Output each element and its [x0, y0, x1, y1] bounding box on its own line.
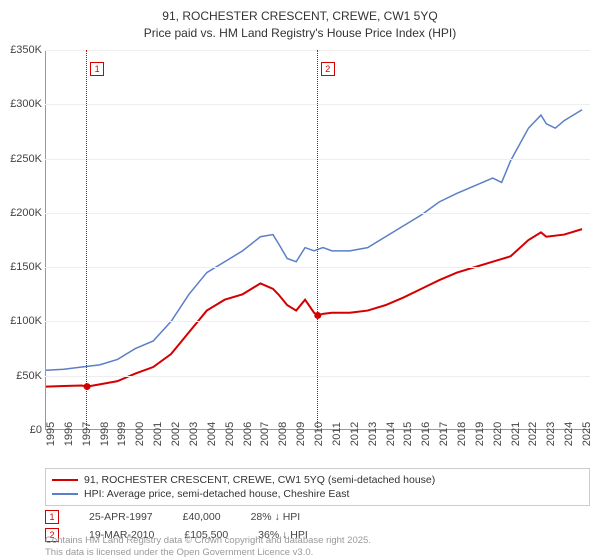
x-tick: 2011: [331, 422, 343, 446]
title-line-2: Price paid vs. HM Land Registry's House …: [0, 25, 600, 42]
legend-label-price: 91, ROCHESTER CRESCENT, CREWE, CW1 5YQ (…: [84, 474, 435, 486]
x-tick: 2024: [563, 422, 575, 446]
legend-swatch-hpi: [52, 493, 78, 495]
x-tick: 2006: [242, 422, 254, 446]
x-tick: 2000: [134, 422, 146, 446]
x-tick: 2017: [438, 422, 450, 446]
marker-vline: [86, 50, 87, 430]
marker-box: 1: [90, 62, 104, 76]
x-tick: 2008: [277, 422, 289, 446]
x-tick: 2012: [349, 422, 361, 446]
y-tick: £300K: [10, 98, 42, 110]
x-tick: 2021: [510, 422, 522, 446]
chart-area: £0£50K£100K£150K£200K£250K£300K£350K1995…: [45, 50, 590, 430]
legend-row-hpi: HPI: Average price, semi-detached house,…: [52, 487, 583, 501]
x-tick: 1995: [45, 422, 57, 446]
marker-dot: [84, 383, 91, 390]
legend: 91, ROCHESTER CRESCENT, CREWE, CW1 5YQ (…: [45, 468, 590, 506]
footnote: Contains HM Land Registry data © Crown c…: [45, 535, 371, 558]
marker-row-1: 1 25-APR-1997 £40,000 28% ↓ HPI: [45, 508, 308, 526]
x-tick: 2015: [402, 422, 414, 446]
x-tick: 2020: [492, 422, 504, 446]
y-tick: £50K: [16, 370, 42, 382]
y-tick: £250K: [10, 153, 42, 165]
y-tick: £100K: [10, 315, 42, 327]
x-tick: 2025: [581, 422, 593, 446]
x-tick: 2014: [385, 422, 397, 446]
footnote-line-2: This data is licensed under the Open Gov…: [45, 547, 371, 558]
x-tick: 2023: [545, 422, 557, 446]
y-tick: £200K: [10, 207, 42, 219]
x-tick: 2007: [259, 422, 271, 446]
chart-title: 91, ROCHESTER CRESCENT, CREWE, CW1 5YQ P…: [0, 0, 600, 46]
marker-vline: [317, 50, 318, 430]
x-tick: 2003: [188, 422, 200, 446]
legend-row-price: 91, ROCHESTER CRESCENT, CREWE, CW1 5YQ (…: [52, 473, 583, 487]
marker-dot: [314, 312, 321, 319]
x-tick: 1996: [63, 422, 75, 446]
x-tick: 2005: [224, 422, 236, 446]
x-tick: 1998: [99, 422, 111, 446]
x-tick: 2009: [295, 422, 307, 446]
y-tick: £350K: [10, 44, 42, 56]
legend-label-hpi: HPI: Average price, semi-detached house,…: [84, 488, 349, 500]
x-tick: 2016: [420, 422, 432, 446]
marker-badge-1: 1: [45, 510, 59, 524]
series-price_paid: [46, 229, 582, 386]
x-tick: 2010: [313, 422, 325, 446]
marker-date-1: 25-APR-1997: [89, 511, 153, 523]
y-tick: £0: [30, 424, 42, 436]
x-tick: 2001: [152, 422, 164, 446]
x-tick: 2019: [474, 422, 486, 446]
x-tick: 2013: [367, 422, 379, 446]
y-tick: £150K: [10, 261, 42, 273]
x-tick: 2022: [527, 422, 539, 446]
marker-delta-1: 28% ↓ HPI: [251, 511, 301, 523]
series-hpi: [46, 110, 582, 371]
plot-svg: [46, 50, 591, 430]
marker-box: 2: [321, 62, 335, 76]
title-line-1: 91, ROCHESTER CRESCENT, CREWE, CW1 5YQ: [0, 8, 600, 25]
legend-swatch-price: [52, 479, 78, 481]
x-tick: 2004: [206, 422, 218, 446]
footnote-line-1: Contains HM Land Registry data © Crown c…: [45, 535, 371, 546]
marker-price-1: £40,000: [183, 511, 221, 523]
x-tick: 2002: [170, 422, 182, 446]
x-tick: 2018: [456, 422, 468, 446]
x-tick: 1999: [116, 422, 128, 446]
